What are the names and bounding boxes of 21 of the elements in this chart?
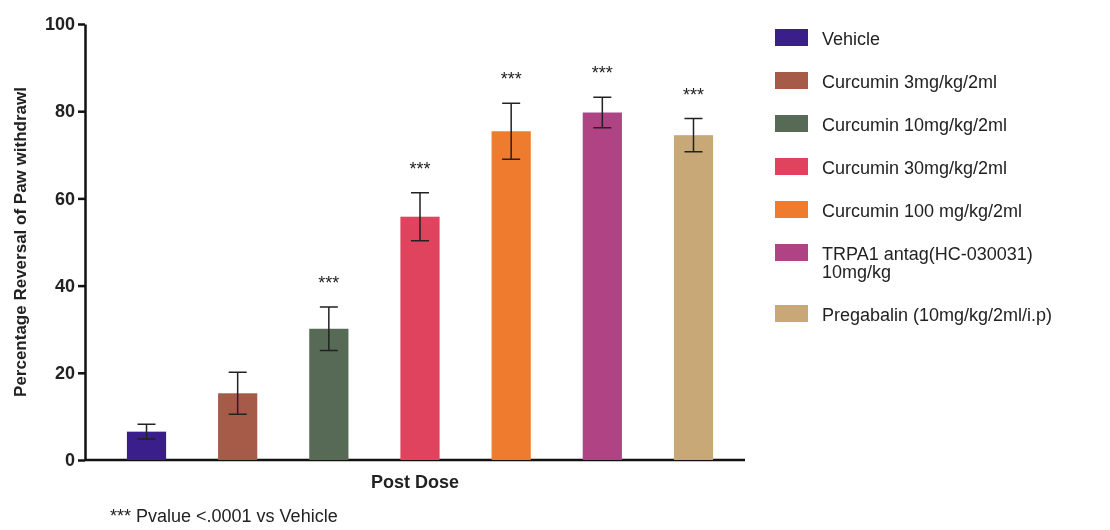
data-label: *** xyxy=(318,272,340,293)
legend-label: TRPA1 antag(HC-030031) 10mg/kg xyxy=(822,244,1033,282)
y-tick-label: 40 xyxy=(54,275,75,296)
text: *** Pvalue <.0001 vs Vehicle xyxy=(110,506,338,526)
legend-label: Vehicle xyxy=(822,29,881,49)
legend-label: Curcumin 30mg/kg/2ml xyxy=(822,158,1008,178)
data-label: *** xyxy=(500,69,522,90)
x-axis-title: Post Dose xyxy=(370,472,460,492)
data-label: *** xyxy=(409,158,431,179)
data-label: *** xyxy=(591,63,613,84)
legend-label: Curcumin 100 mg/kg/2ml xyxy=(822,201,1023,221)
legend-label: Pregabalin (10mg/kg/2ml/i.p) xyxy=(822,305,1053,325)
y-tick-label: 100 xyxy=(44,14,75,35)
data-label: *** xyxy=(682,84,704,105)
y-tick-label: 60 xyxy=(54,188,75,209)
y-tick-label: 0 xyxy=(64,450,75,471)
y-tick-label: 20 xyxy=(54,363,75,384)
legend-label: Curcumin 3mg/kg/2ml xyxy=(822,72,998,92)
y-axis-title: Percentage Reversal of Paw withdrawl xyxy=(11,87,30,397)
y-tick-label: 80 xyxy=(54,101,75,122)
legend-label: Curcumin 10mg/kg/2ml xyxy=(822,115,1008,135)
